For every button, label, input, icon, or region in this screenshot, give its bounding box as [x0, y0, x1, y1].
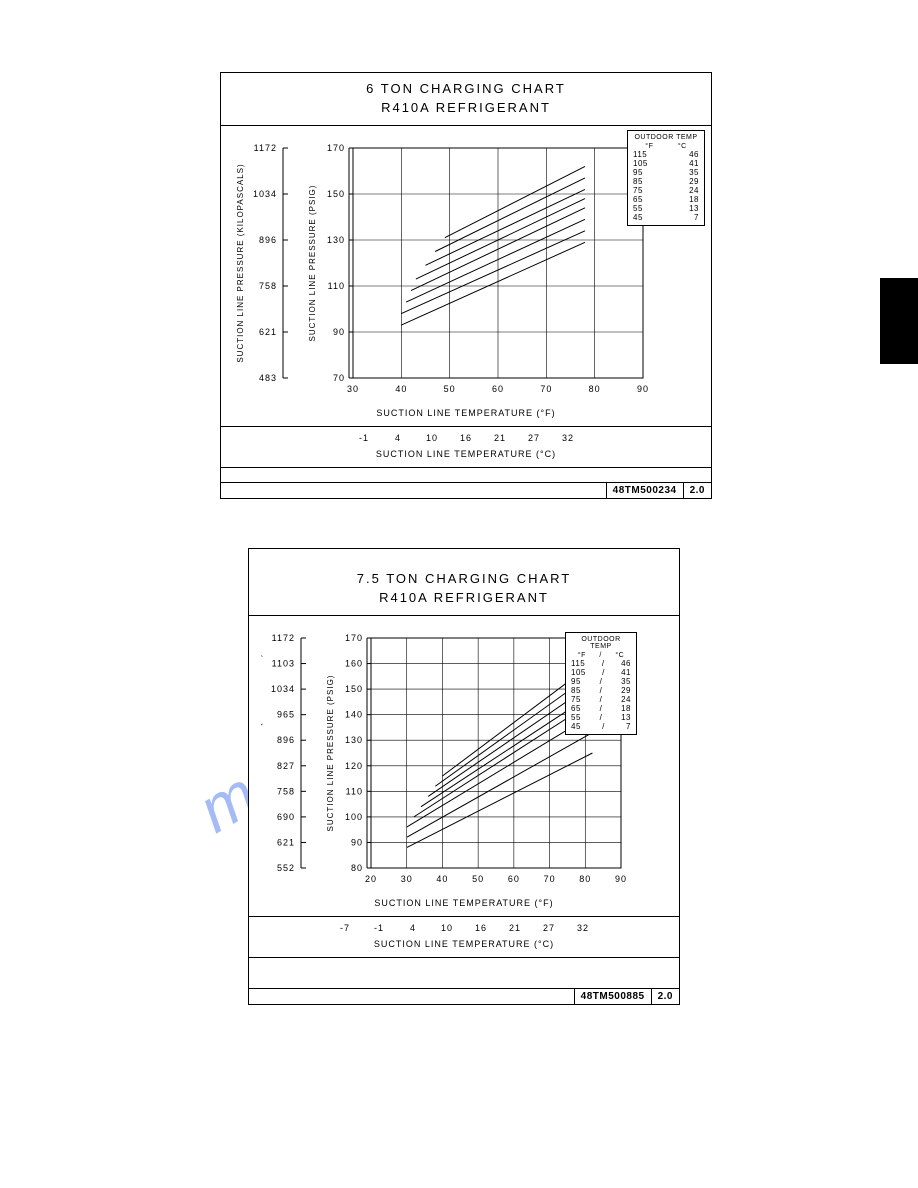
- svg-text:80: 80: [351, 863, 363, 873]
- spacer: [221, 468, 711, 482]
- spacer: [249, 989, 574, 1004]
- svg-text:1172: 1172: [272, 633, 295, 643]
- chart2-legend: OUTDOOR TEMP°F/°C115/46105/4195/3585/297…: [565, 632, 637, 735]
- chart2-xaxis-f-label: SUCTION LINE TEMPERATURE (°F): [249, 894, 679, 916]
- chart1-c-ticks: -141016212732: [221, 427, 711, 445]
- svg-text:110: 110: [346, 786, 363, 796]
- svg-text:40: 40: [436, 874, 448, 884]
- chart2-xaxis-c-label: SUCTION LINE TEMPERATURE (°C): [249, 935, 679, 957]
- chart1-subtitle: R410A REFRIGERANT: [221, 100, 711, 125]
- chart2-plot-area: 20 30 40 50 60 70 80 90 80 90 100 110 120 130 140 150 16…: [249, 616, 679, 894]
- svg-text:896: 896: [277, 735, 295, 745]
- chart2-subtitle: R410A REFRIGERANT: [249, 590, 679, 615]
- svg-text:140: 140: [345, 710, 363, 720]
- svg-text:30: 30: [401, 874, 413, 884]
- svg-text:SUCTION LINE PRESSURE (PSIG): SUCTION LINE PRESSURE (PSIG): [308, 185, 317, 342]
- chart1-footer: 48TM500234 2.0: [221, 482, 711, 498]
- svg-text:827: 827: [277, 761, 295, 771]
- svg-text:SUCTION LINE PRESSURE (KILOPAS: SUCTION LINE PRESSURE (KILOPASCALS): [261, 653, 263, 852]
- svg-text:758: 758: [277, 786, 295, 796]
- page: manualshive.com 6 TON CHARGING CHART R41…: [0, 0, 918, 1188]
- spacer: [249, 549, 679, 563]
- svg-text:170: 170: [345, 633, 363, 643]
- svg-text:90: 90: [615, 874, 627, 884]
- spacer: [221, 483, 606, 498]
- chart1-xaxis-c-label: SUCTION LINE TEMPERATURE (°C): [221, 445, 711, 467]
- svg-text:150: 150: [327, 189, 345, 199]
- svg-text:483: 483: [259, 373, 277, 383]
- chart1-plot-area: 30 40 50 60 70 80 90 70 90 110 130 150 170 SUCTION LI…: [221, 126, 711, 404]
- svg-text:70: 70: [544, 874, 556, 884]
- svg-text:130: 130: [345, 735, 363, 745]
- svg-text:SUCTION LINE PRESSURE (PSIG): SUCTION LINE PRESSURE (PSIG): [326, 675, 335, 832]
- svg-text:70: 70: [540, 384, 552, 394]
- svg-text:70: 70: [333, 373, 345, 383]
- chart2-doc-id: 48TM500885: [574, 989, 651, 1004]
- svg-text:621: 621: [259, 327, 277, 337]
- svg-text:100: 100: [345, 812, 363, 822]
- svg-text:150: 150: [345, 684, 363, 694]
- chart1-doc-id: 48TM500234: [606, 483, 683, 498]
- svg-text:896: 896: [259, 235, 277, 245]
- svg-text:SUCTION LINE PRESSURE (KILOPAS: SUCTION LINE PRESSURE (KILOPASCALS): [236, 163, 245, 362]
- svg-text:690: 690: [277, 812, 295, 822]
- svg-text:552: 552: [277, 863, 295, 873]
- svg-text:1034: 1034: [271, 684, 295, 694]
- svg-text:30: 30: [347, 384, 359, 394]
- svg-text:170: 170: [327, 143, 345, 153]
- svg-text:110: 110: [328, 281, 345, 291]
- chart1-doc-rev: 2.0: [683, 483, 711, 498]
- spacer: [249, 958, 679, 988]
- chart1-xaxis-f-label: SUCTION LINE TEMPERATURE (°F): [221, 404, 711, 426]
- chart2-title: 7.5 TON CHARGING CHART: [249, 563, 679, 590]
- svg-text:20: 20: [365, 874, 377, 884]
- svg-text:50: 50: [444, 384, 456, 394]
- svg-text:130: 130: [327, 235, 345, 245]
- svg-text:90: 90: [351, 837, 363, 847]
- svg-text:160: 160: [345, 659, 363, 669]
- svg-text:1172: 1172: [254, 143, 277, 153]
- svg-text:80: 80: [579, 874, 591, 884]
- svg-text:90: 90: [333, 327, 345, 337]
- chart2-c-ticks: -7-141016212732: [249, 917, 679, 935]
- svg-text:60: 60: [508, 874, 520, 884]
- svg-text:90: 90: [637, 384, 649, 394]
- charging-chart-6ton: 6 TON CHARGING CHART R410A REFRIGERANT 3…: [220, 72, 712, 499]
- svg-text:40: 40: [395, 384, 407, 394]
- svg-text:758: 758: [259, 281, 277, 291]
- chart1-title: 6 TON CHARGING CHART: [221, 73, 711, 100]
- svg-text:1034: 1034: [253, 189, 277, 199]
- svg-text:60: 60: [492, 384, 504, 394]
- charging-chart-7-5ton: 7.5 TON CHARGING CHART R410A REFRIGERANT…: [248, 548, 680, 1005]
- page-side-tab: [880, 278, 918, 364]
- svg-text:80: 80: [589, 384, 601, 394]
- chart1-legend: OUTDOOR TEMP°F°C115461054195358529752465…: [627, 130, 705, 226]
- svg-text:1103: 1103: [272, 659, 295, 669]
- svg-text:965: 965: [277, 710, 295, 720]
- svg-text:50: 50: [472, 874, 484, 884]
- chart2-footer: 48TM500885 2.0: [249, 988, 679, 1004]
- chart2-doc-rev: 2.0: [651, 989, 679, 1004]
- svg-text:120: 120: [345, 761, 363, 771]
- svg-text:621: 621: [277, 837, 295, 847]
